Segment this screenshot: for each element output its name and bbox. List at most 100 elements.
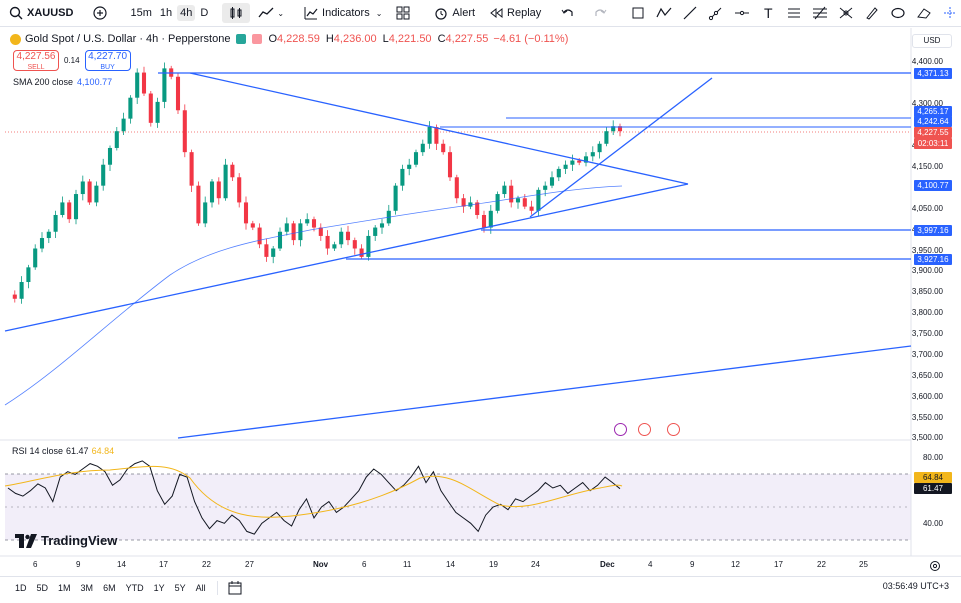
candle-body (189, 152, 194, 186)
range-ytd[interactable]: YTD (125, 582, 144, 593)
horizontal-line-icon[interactable] (731, 2, 753, 24)
rsi-ma-tag: 64.84 (914, 472, 952, 483)
time-tick: 22 (202, 560, 211, 569)
rsi-legend[interactable]: RSI 14 close 61.47 64.84 (12, 446, 114, 456)
spread-value: 0.14 (64, 56, 80, 65)
range-5y[interactable]: 5Y (174, 582, 186, 593)
candle-body (359, 248, 364, 257)
candle-body (291, 223, 296, 241)
price-tick: 4,050.00 (911, 204, 943, 213)
indicators-icon (300, 2, 322, 24)
ray-tool-icon[interactable] (705, 2, 727, 24)
long-position-icon[interactable] (783, 2, 805, 24)
time-tick: Dec (600, 560, 615, 569)
range-all[interactable]: All (195, 582, 206, 593)
rectangle-tool-icon[interactable] (627, 2, 649, 24)
candle-body (611, 126, 616, 132)
plus-circle-icon (89, 2, 111, 24)
candles-icon (225, 2, 247, 24)
rsi-ma-value: 64.84 (91, 446, 115, 456)
candle-body (121, 118, 126, 132)
level-tag-1: 4,371.13 (914, 68, 952, 79)
symbol-search[interactable]: XAUUSD (0, 0, 78, 27)
sell-label: SELL (27, 64, 45, 71)
sma-legend[interactable]: SMA 200 close 4,100.77 (13, 77, 112, 87)
shapes-icon[interactable] (887, 2, 909, 24)
candle-body (39, 238, 45, 249)
indicators-button[interactable]: Indicators ⌄ (295, 0, 387, 27)
time-tick: 17 (774, 560, 783, 569)
range-5d[interactable]: 5D (36, 582, 49, 593)
time-tick: 11 (403, 560, 412, 569)
range-1m[interactable]: 1M (58, 582, 71, 593)
brush-icon[interactable] (861, 2, 883, 24)
interval-1h[interactable]: 1h (159, 7, 173, 19)
price-tick: 3,550.00 (911, 413, 943, 422)
candle-body (577, 160, 582, 163)
event-lightning-icon[interactable] (614, 423, 627, 436)
chart-type-button[interactable] (222, 2, 251, 24)
interval-d[interactable]: D (200, 7, 209, 19)
price-tick: 3,800.00 (911, 308, 943, 317)
path-tool-icon[interactable] (653, 2, 675, 24)
candle-body (475, 202, 480, 215)
chart-legend: Gold Spot / U.S. Dollar · 4h · Peppersto… (10, 32, 568, 46)
interval-4h[interactable]: 4h (177, 5, 196, 21)
candle-body (175, 76, 181, 111)
undo-button[interactable] (552, 0, 584, 27)
goto-date-icon[interactable] (224, 577, 246, 599)
fib-tool-icon[interactable] (809, 2, 831, 24)
candle-body (162, 68, 167, 102)
sell-button[interactable]: 4,227.56 SELL (13, 50, 59, 71)
open-value: 4,228.59 (277, 33, 320, 45)
crosshair-icon[interactable] (939, 2, 961, 24)
trend-line-icon[interactable] (679, 2, 701, 24)
candle-body (284, 223, 289, 232)
interval-15m[interactable]: 15m (130, 7, 152, 19)
range-1y[interactable]: 1Y (153, 582, 165, 593)
rsi-label: RSI 14 close (12, 446, 64, 456)
time-tick: Nov (313, 560, 329, 569)
layouts-button[interactable] (387, 0, 419, 27)
candle-body (101, 164, 106, 186)
symbol-name: XAUUSD (27, 7, 74, 19)
candle-body (73, 194, 79, 220)
range-6m[interactable]: 6M (103, 582, 116, 593)
range-1d[interactable]: 1D (15, 582, 27, 593)
candle-body (80, 181, 85, 195)
line-type-button[interactable]: ⌄ (250, 0, 289, 27)
candle-body (393, 185, 398, 211)
redo-button[interactable] (584, 0, 616, 27)
level-tag-3: 4,242.64 (914, 116, 952, 127)
candle-body (352, 240, 357, 249)
replay-button[interactable]: Replay (480, 0, 546, 27)
settings-gear-icon[interactable] (929, 560, 941, 572)
level-tag-5: 3,927.16 (914, 254, 952, 265)
last-price-tag: 4,227.55 (914, 127, 952, 138)
candle-body (447, 152, 453, 178)
compare-button[interactable] (84, 0, 116, 27)
candle-body (19, 282, 24, 299)
patterns-icon[interactable] (835, 2, 857, 24)
text-tool-icon[interactable]: T (764, 5, 773, 21)
sma-label: SMA 200 close (13, 77, 74, 87)
currency-selector[interactable]: USD (912, 34, 952, 48)
candle-body (481, 214, 487, 228)
buy-button[interactable]: 4,227.70 BUY (84, 50, 131, 71)
event-us-flag-icon[interactable] (638, 423, 651, 436)
clock-timezone[interactable]: 03:56:49 UTC+3 (882, 581, 949, 591)
sma-200-line (4, 185, 623, 406)
candle-body (407, 164, 412, 169)
eraser-icon[interactable] (913, 2, 935, 24)
candle-body (203, 202, 208, 224)
range-3m[interactable]: 3M (80, 582, 94, 593)
time-tick: 6 (362, 560, 367, 569)
alert-button[interactable]: Alert (425, 0, 480, 27)
candle-body (114, 131, 119, 148)
candle-body (345, 231, 351, 241)
candle-body (400, 168, 405, 186)
time-tick: 6 (33, 560, 38, 569)
candle-body (543, 185, 548, 190)
event-us-flag-icon[interactable] (667, 423, 680, 436)
